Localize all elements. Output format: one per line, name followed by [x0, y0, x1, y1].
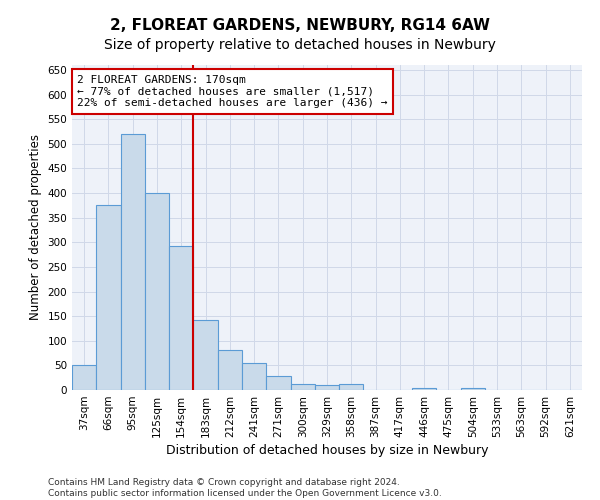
Bar: [121, 134, 145, 390]
Bar: [242, 363, 266, 390]
Bar: [290, 384, 315, 390]
Bar: [218, 350, 242, 390]
Bar: [339, 384, 364, 390]
Bar: [412, 388, 436, 390]
Bar: [315, 385, 339, 390]
Text: Contains HM Land Registry data © Crown copyright and database right 2024.
Contai: Contains HM Land Registry data © Crown c…: [48, 478, 442, 498]
Bar: [96, 206, 121, 390]
Text: 2, FLOREAT GARDENS, NEWBURY, RG14 6AW: 2, FLOREAT GARDENS, NEWBURY, RG14 6AW: [110, 18, 490, 32]
Bar: [193, 320, 218, 390]
Text: 2 FLOREAT GARDENS: 170sqm
← 77% of detached houses are smaller (1,517)
22% of se: 2 FLOREAT GARDENS: 170sqm ← 77% of detac…: [77, 74, 388, 108]
Bar: [72, 366, 96, 390]
Bar: [145, 193, 169, 390]
Y-axis label: Number of detached properties: Number of detached properties: [29, 134, 42, 320]
Bar: [266, 376, 290, 390]
Bar: [169, 246, 193, 390]
X-axis label: Distribution of detached houses by size in Newbury: Distribution of detached houses by size …: [166, 444, 488, 457]
Text: Size of property relative to detached houses in Newbury: Size of property relative to detached ho…: [104, 38, 496, 52]
Bar: [461, 388, 485, 390]
